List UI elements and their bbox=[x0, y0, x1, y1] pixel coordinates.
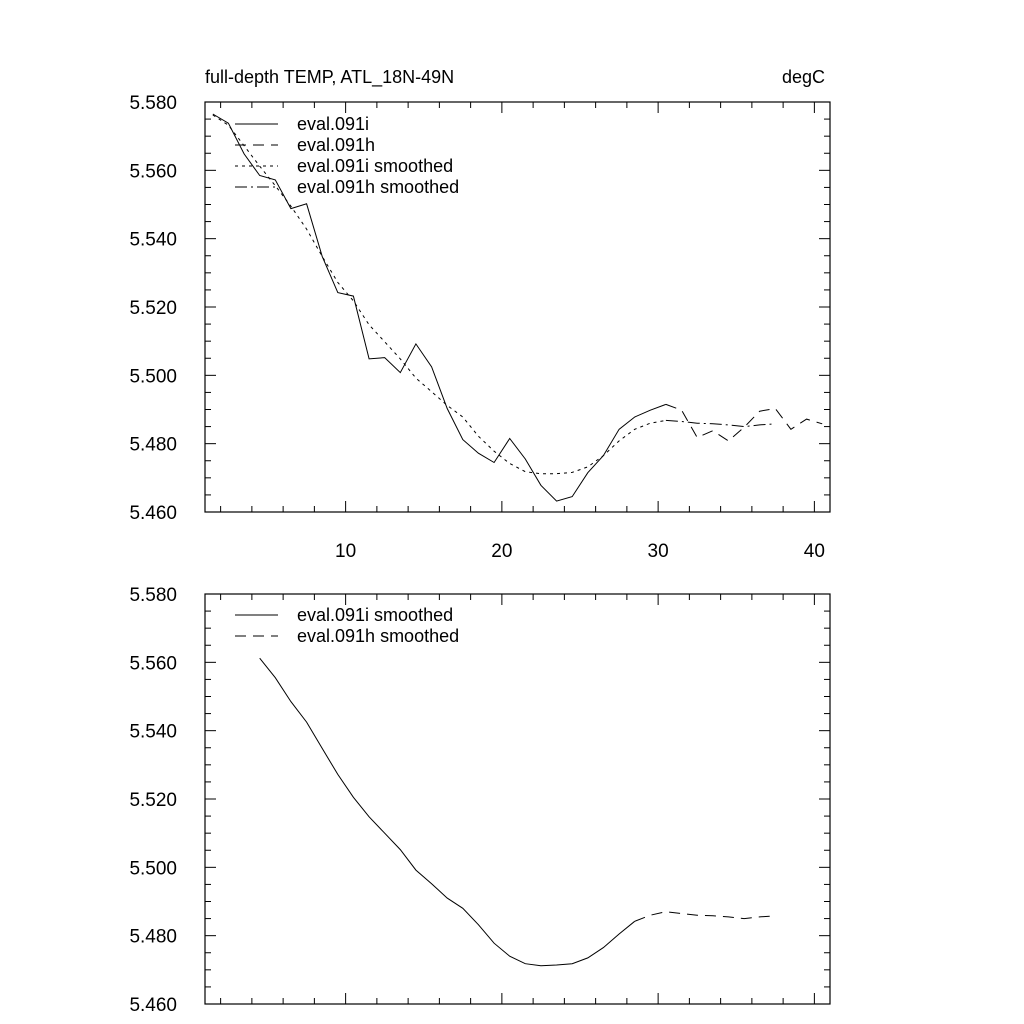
y-tick-label: 5.520 bbox=[129, 298, 177, 319]
y-tick-label: 5.480 bbox=[129, 435, 177, 456]
legend-label: eval.091h smoothed bbox=[297, 626, 459, 646]
legend-label: eval.091h smoothed bbox=[297, 177, 459, 197]
y-tick-label: 5.460 bbox=[129, 503, 177, 524]
units-label: degC bbox=[782, 67, 825, 87]
y-tick-label: 5.480 bbox=[129, 927, 177, 948]
y-tick-label: 5.580 bbox=[129, 585, 177, 606]
y-tick-label: 5.460 bbox=[129, 995, 177, 1016]
x-tick-label: 10 bbox=[335, 541, 356, 562]
series-line bbox=[634, 911, 776, 922]
y-tick-label: 5.560 bbox=[129, 653, 177, 674]
y-tick-label: 5.560 bbox=[129, 161, 177, 182]
y-tick-label: 5.520 bbox=[129, 790, 177, 811]
x-tick-label: 40 bbox=[804, 541, 825, 562]
series-line bbox=[665, 403, 823, 442]
y-tick-label: 5.500 bbox=[129, 858, 177, 879]
y-tick-label: 5.500 bbox=[129, 366, 177, 387]
series-line bbox=[259, 657, 636, 967]
y-tick-label: 5.540 bbox=[129, 230, 177, 251]
x-tick-label: 20 bbox=[491, 541, 512, 562]
lower-panel: 5.460 5.480 5.500 5.520 5.540 5.560 5.580 eval.… bbox=[129, 585, 831, 1016]
series-line bbox=[212, 114, 666, 475]
y-tick-label: 5.540 bbox=[129, 722, 177, 743]
y-tick-label: 5.580 bbox=[129, 93, 177, 114]
legend-label: eval.091i smoothed bbox=[297, 605, 453, 625]
upper-panel: 10 20 30 40 5.460 5.480 5.500 5.520 5.540 5.560 5.… bbox=[129, 67, 831, 562]
series-line bbox=[212, 113, 667, 502]
legend-label: eval.091h bbox=[297, 135, 375, 155]
legend-label: eval.091i smoothed bbox=[297, 156, 453, 176]
legend-label: eval.091i bbox=[297, 114, 369, 134]
x-tick-label: 30 bbox=[648, 541, 669, 562]
chart-title: full-depth TEMP, ATL_18N-49N bbox=[205, 67, 454, 88]
plot-frame bbox=[204, 593, 831, 1005]
series-line bbox=[665, 419, 776, 428]
